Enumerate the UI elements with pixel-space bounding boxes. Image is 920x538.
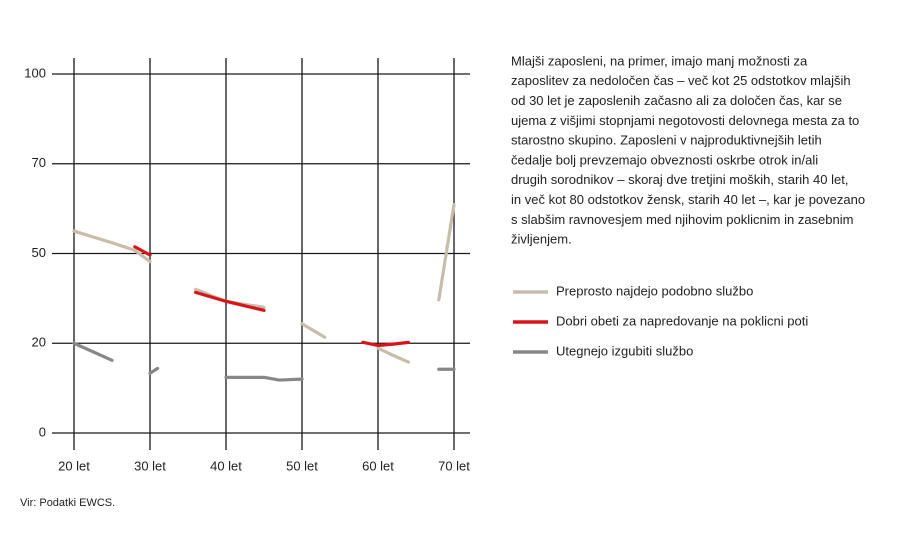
x-tick-label: 20 let <box>58 458 90 473</box>
x-tick-label: 60 let <box>362 458 394 473</box>
description-line: ujema z višjimi stopnjami negotovosti de… <box>511 113 859 128</box>
x-tick-label: 70 let <box>438 458 470 473</box>
series-line <box>72 202 456 364</box>
series-line <box>135 247 454 346</box>
y-tick-label: 50 <box>32 245 46 260</box>
x-tick-label: 40 let <box>210 458 242 473</box>
description-line: od 30 let je zaposlenih začasno ali za d… <box>511 93 842 108</box>
description-line: in več kot 80 odstotkov žensk, starih 40… <box>511 192 865 207</box>
description-line: zaposlitev za nedoločen čas – več kot 25… <box>511 73 851 88</box>
description-line: Mlajši zaposleni, na primer, imajo manj … <box>511 53 808 68</box>
legend-label: Dobri obeti za napredovanje na poklicni … <box>556 313 808 328</box>
series-line <box>72 341 456 382</box>
y-tick-label: 20 <box>32 335 46 350</box>
x-tick-label: 30 let <box>134 458 166 473</box>
description-line: čedalje bolj prevzemajo obveznosti oskrb… <box>511 152 818 167</box>
y-tick-label: 0 <box>39 424 46 439</box>
description-line: življenjem. <box>511 232 572 247</box>
description-line: drugih sorodnikov – skoraj dve tretjini … <box>511 172 848 187</box>
legend-label: Utegnejo izgubiti službo <box>556 343 693 358</box>
legend-label: Preprosto najdejo podobno službo <box>556 283 753 298</box>
y-tick-label: 70 <box>32 155 46 170</box>
y-tick-label: 100 <box>24 65 46 80</box>
source: Vir: Podatki EWCS. <box>20 497 115 509</box>
description-line: s slabšim ravnovesjem med njihovim pokli… <box>511 212 853 227</box>
x-tick-label: 50 let <box>286 458 318 473</box>
description-line: starostno skupino. Zaposleni v najproduk… <box>511 133 822 148</box>
